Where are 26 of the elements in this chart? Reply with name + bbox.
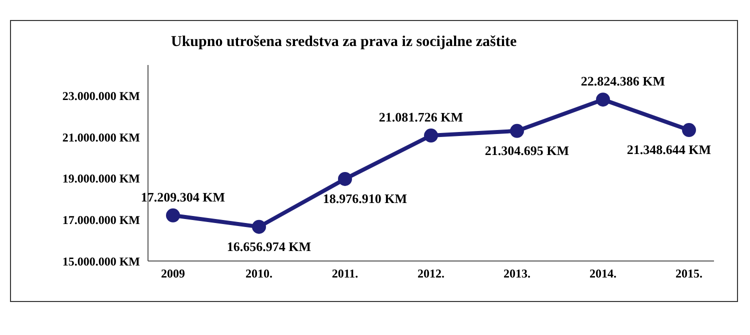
- data-label: 21.304.695 KM: [484, 142, 570, 158]
- y-tick-label: 21.000.000 KM: [62, 130, 140, 144]
- point: [338, 172, 352, 186]
- data-label: 21.348.644 KM: [626, 142, 712, 158]
- x-tick-label: 2009: [161, 266, 185, 281]
- point: [252, 220, 266, 234]
- x-tick-label: 2010.: [246, 266, 272, 281]
- chart-title: Ukupno utrošena sredstva za prava iz socijalne zaštite: [171, 34, 517, 51]
- data-label: 22.824.386 KM: [580, 74, 666, 89]
- data-label: 18.976.910 KM: [322, 190, 408, 206]
- point: [596, 92, 610, 107]
- y-tick-label: 19.000.000 KM: [62, 172, 140, 186]
- y-tick-label: 17.000.000 KM: [62, 212, 140, 227]
- x-tick-label: 2012.: [418, 266, 444, 281]
- y-tick-label: 23.000.000 KM: [62, 89, 140, 104]
- data-label: 16.656.974 KM: [226, 238, 312, 254]
- x-tick-label: 2011.: [332, 266, 358, 281]
- point: [166, 208, 180, 222]
- x-tick-label: 2014.: [590, 266, 616, 281]
- point: [424, 128, 438, 143]
- data-label: 21.081.726 KM: [378, 110, 464, 125]
- x-tick-label: 2013.: [504, 266, 530, 281]
- point: [510, 124, 524, 138]
- y-tick-label: 15.000.000 KM: [62, 254, 140, 268]
- x-tick-label: 2015.: [676, 266, 702, 281]
- point: [682, 123, 696, 138]
